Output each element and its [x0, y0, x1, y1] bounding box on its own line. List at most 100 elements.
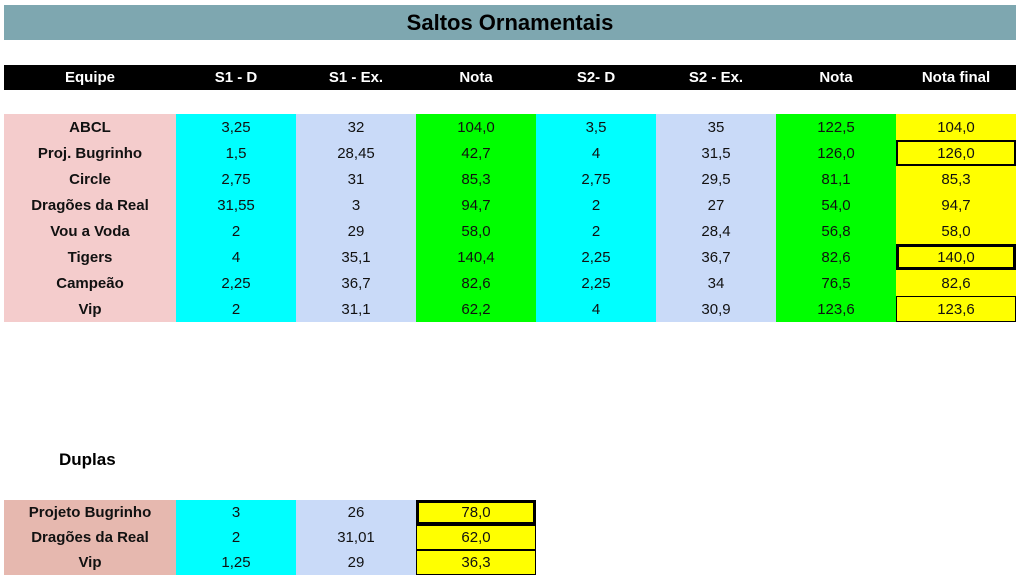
s2-d-cell[interactable]: 2,75 [536, 166, 656, 192]
s1-ex-cell[interactable]: 3 [296, 192, 416, 218]
s1-ex-cell[interactable]: 28,45 [296, 140, 416, 166]
nota-2-cell[interactable]: 126,0 [776, 140, 896, 166]
s1-ex-cell[interactable]: 36,7 [296, 270, 416, 296]
nota-2-cell[interactable]: 81,1 [776, 166, 896, 192]
nota-final-cell[interactable]: 94,7 [896, 192, 1016, 218]
ex-cell[interactable]: 29 [296, 550, 416, 575]
nota-final-cell[interactable]: 82,6 [896, 270, 1016, 296]
team-cell[interactable]: ABCL [4, 114, 176, 140]
s1-d-cell[interactable]: 4 [176, 244, 296, 270]
s2-ex-cell[interactable]: 30,9 [656, 296, 776, 322]
d-cell[interactable]: 2 [176, 525, 296, 550]
s1-d-cell[interactable]: 3,25 [176, 114, 296, 140]
s2-d-cell[interactable]: 3,5 [536, 114, 656, 140]
table-row: Projeto Bugrinho 3 26 78,0 [4, 500, 536, 525]
s2-d-cell[interactable]: 2,25 [536, 244, 656, 270]
header-s1-ex: S1 - Ex. [328, 69, 384, 86]
header-s2-ex: S2 - Ex. [688, 69, 744, 86]
team-cell[interactable]: Vou a Voda [4, 218, 176, 244]
team-cell[interactable]: Projeto Bugrinho [4, 500, 176, 525]
header-nota-2: Nota [819, 69, 853, 86]
table-row: Vip 2 31,1 62,2 4 30,9 123,6 123,6 [4, 296, 1016, 322]
duplas-title: Duplas [59, 450, 116, 469]
nota-cell[interactable]: 78,0 [416, 500, 536, 525]
table-row: Dragões da Real 2 31,01 62,0 [4, 525, 536, 550]
nota-final-cell[interactable]: 85,3 [896, 166, 1016, 192]
nota-1-cell[interactable]: 42,7 [416, 140, 536, 166]
s2-ex-cell[interactable]: 27 [656, 192, 776, 218]
nota-1-cell[interactable]: 94,7 [416, 192, 536, 218]
nota-final-cell[interactable]: 123,6 [896, 296, 1016, 322]
nota-cell[interactable]: 62,0 [416, 525, 536, 550]
d-cell[interactable]: 1,25 [176, 550, 296, 575]
s2-ex-cell[interactable]: 34 [656, 270, 776, 296]
table-row: Vip 1,25 29 36,3 [4, 550, 536, 575]
nota-cell[interactable]: 36,3 [416, 550, 536, 575]
team-cell[interactable]: Circle [4, 166, 176, 192]
s2-d-cell[interactable]: 4 [536, 140, 656, 166]
team-cell[interactable]: Vip [4, 296, 176, 322]
table-row: Tigers 4 35,1 140,4 2,25 36,7 82,6 140,0 [4, 244, 1016, 270]
s2-ex-cell[interactable]: 35 [656, 114, 776, 140]
header-row: Equipe S1 - D S1 - Ex. Nota S2- D S2 - E… [4, 65, 1016, 90]
s1-d-cell[interactable]: 2,25 [176, 270, 296, 296]
results-table: ABCL 3,25 32 104,0 3,5 35 122,5 104,0 Pr… [4, 114, 1016, 322]
header-s2-d: S2- D [576, 69, 616, 86]
s1-ex-cell[interactable]: 31 [296, 166, 416, 192]
team-cell[interactable]: Tigers [4, 244, 176, 270]
table-row: ABCL 3,25 32 104,0 3,5 35 122,5 104,0 [4, 114, 1016, 140]
s1-ex-cell[interactable]: 35,1 [296, 244, 416, 270]
nota-2-cell[interactable]: 123,6 [776, 296, 896, 322]
team-cell[interactable]: Dragões da Real [4, 525, 176, 550]
header-equipe: Equipe [64, 69, 115, 86]
s2-d-cell[interactable]: 2 [536, 218, 656, 244]
ex-cell[interactable]: 26 [296, 500, 416, 525]
nota-1-cell[interactable]: 104,0 [416, 114, 536, 140]
team-cell[interactable]: Dragões da Real [4, 192, 176, 218]
team-cell[interactable]: Vip [4, 550, 176, 575]
nota-final-cell[interactable]: 58,0 [896, 218, 1016, 244]
table-row: Circle 2,75 31 85,3 2,75 29,5 81,1 85,3 [4, 166, 1016, 192]
s2-ex-cell[interactable]: 29,5 [656, 166, 776, 192]
table-row: Dragões da Real 31,55 3 94,7 2 27 54,0 9… [4, 192, 1016, 218]
nota-final-cell[interactable]: 140,0 [896, 244, 1016, 270]
table-row: Proj. Bugrinho 1,5 28,45 42,7 4 31,5 126… [4, 140, 1016, 166]
s1-ex-cell[interactable]: 29 [296, 218, 416, 244]
nota-1-cell[interactable]: 85,3 [416, 166, 536, 192]
nota-1-cell[interactable]: 62,2 [416, 296, 536, 322]
nota-final-cell[interactable]: 126,0 [896, 140, 1016, 166]
nota-2-cell[interactable]: 76,5 [776, 270, 896, 296]
d-cell[interactable]: 3 [176, 500, 296, 525]
s1-ex-cell[interactable]: 32 [296, 114, 416, 140]
nota-1-cell[interactable]: 82,6 [416, 270, 536, 296]
s2-d-cell[interactable]: 2,25 [536, 270, 656, 296]
s2-ex-cell[interactable]: 28,4 [656, 218, 776, 244]
s1-d-cell[interactable]: 2,75 [176, 166, 296, 192]
s2-ex-cell[interactable]: 31,5 [656, 140, 776, 166]
nota-2-cell[interactable]: 82,6 [776, 244, 896, 270]
ex-cell[interactable]: 31,01 [296, 525, 416, 550]
s1-d-cell[interactable]: 2 [176, 296, 296, 322]
sheet-title: Saltos Ornamentais [4, 5, 1016, 40]
s2-d-cell[interactable]: 2 [536, 192, 656, 218]
nota-1-cell[interactable]: 58,0 [416, 218, 536, 244]
team-cell[interactable]: Proj. Bugrinho [4, 140, 176, 166]
s1-d-cell[interactable]: 31,55 [176, 192, 296, 218]
nota-2-cell[interactable]: 122,5 [776, 114, 896, 140]
s2-ex-cell[interactable]: 36,7 [656, 244, 776, 270]
table-row: Vou a Voda 2 29 58,0 2 28,4 56,8 58,0 [4, 218, 1016, 244]
nota-2-cell[interactable]: 54,0 [776, 192, 896, 218]
table-row: Campeão 2,25 36,7 82,6 2,25 34 76,5 82,6 [4, 270, 1016, 296]
header-nota-1: Nota [459, 69, 493, 86]
nota-2-cell[interactable]: 56,8 [776, 218, 896, 244]
nota-1-cell[interactable]: 140,4 [416, 244, 536, 270]
s2-d-cell[interactable]: 4 [536, 296, 656, 322]
s1-d-cell[interactable]: 2 [176, 218, 296, 244]
team-cell[interactable]: Campeão [4, 270, 176, 296]
nota-final-cell[interactable]: 104,0 [896, 114, 1016, 140]
duplas-table: Projeto Bugrinho 3 26 78,0 Dragões da Re… [4, 500, 536, 575]
header-s1-d: S1 - D [214, 69, 258, 86]
s1-ex-cell[interactable]: 31,1 [296, 296, 416, 322]
header-nota-final: Nota final [921, 69, 991, 86]
s1-d-cell[interactable]: 1,5 [176, 140, 296, 166]
